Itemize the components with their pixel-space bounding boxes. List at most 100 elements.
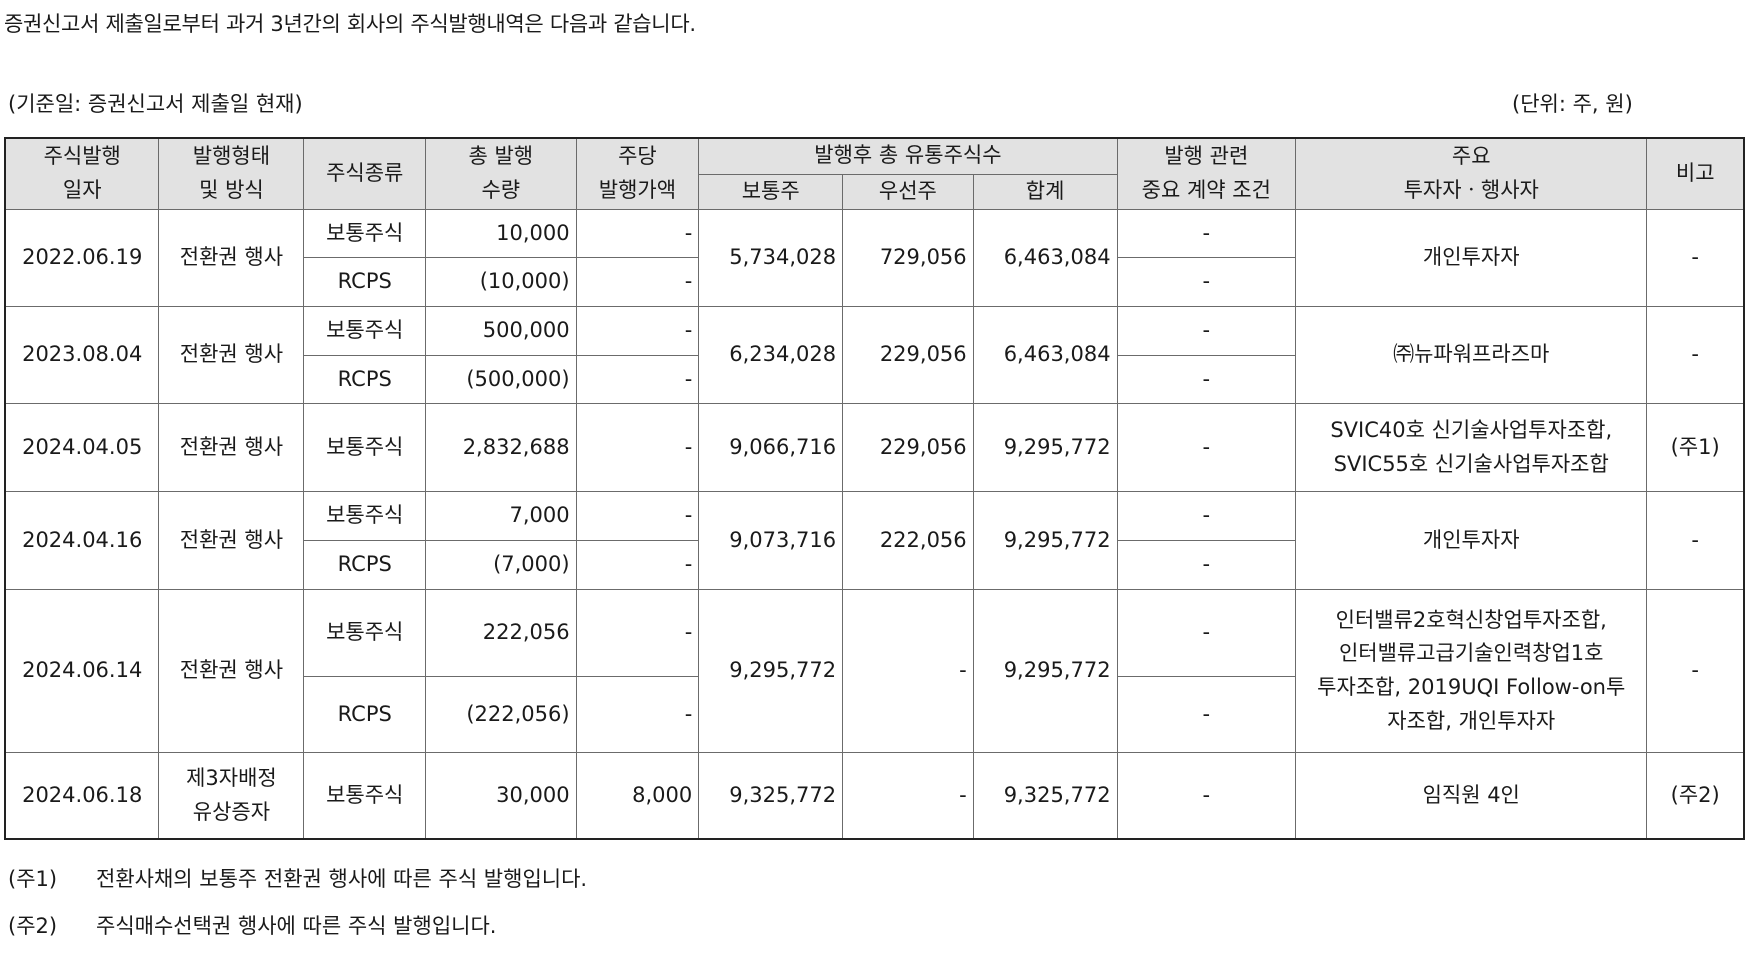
cell-line: 인터밸류2호혁신창업투자조합, [1335, 607, 1607, 632]
issue-quantity: 10,000 [425, 208, 577, 259]
header-form: 발행형태 및 방식 [158, 137, 305, 210]
issue-date: 2024.06.14 [4, 588, 160, 754]
issue-price: 8,000 [575, 752, 700, 840]
issue-quantity: 500,000 [425, 305, 577, 356]
issue-quantity: (222,056) [425, 675, 577, 754]
stock-issuance-table: 주식발행 일자 발행형태 및 방식 주식종류 총 발행 수량 주당 발행가액 발행후 총… [4, 137, 1745, 840]
table-header: 주식발행 일자 발행형태 및 방식 주식종류 총 발행 수량 주당 발행가액 발행후 총… [4, 137, 1745, 210]
stock-type: 보통주식 [303, 588, 426, 677]
stock-type: 보통주식 [303, 491, 426, 541]
total-shares: 9,295,772 [972, 403, 1118, 493]
issue-form: 전환권 행사 [158, 403, 305, 493]
cell-line: ㈜뉴파워프라즈마 [1393, 342, 1550, 367]
issue-quantity: 7,000 [425, 491, 577, 541]
footnote-2: (주2) 주식매수선택권 행사에 따른 주식 발행입니다. [8, 910, 496, 940]
issue-price: - [575, 257, 700, 307]
cell-line: 전환권 행사 [179, 244, 284, 269]
remark: - [1646, 588, 1745, 754]
preferred-shares: - [842, 752, 974, 840]
total-shares: 9,325,772 [972, 752, 1118, 840]
stock-type: 보통주식 [303, 208, 426, 259]
cell-line: 개인투자자 [1422, 527, 1520, 552]
contract-terms: - [1116, 208, 1297, 259]
table-row: 2024.06.14 전환권 행사 보통주식 222,056-9,295,772-9,… [4, 588, 1745, 754]
remark: - [1646, 491, 1745, 590]
cell-line: SVIC40호 신기술사업투자조합, [1330, 418, 1613, 443]
remark: (주1) [1646, 403, 1745, 493]
footnote-mark: (주2) [8, 914, 58, 938]
header-investors: 주요 투자자ㆍ행사자 [1295, 137, 1648, 210]
cell-line: 임직원 4인 [1422, 782, 1520, 807]
cell-line: 전환권 행사 [179, 527, 284, 552]
intro-text: 증권신고서 제출일로부터 과거 3년간의 회사의 주식발행내역은 다음과 같습니… [4, 12, 696, 36]
common-shares: 9,066,716 [698, 403, 844, 493]
header-common: 보통주 [698, 173, 844, 210]
issue-price: - [575, 305, 700, 356]
table-row: 2022.06.19 전환권 행사 보통주식 10,000-5,734,028 729,… [4, 208, 1745, 307]
header-date: 주식발행 일자 [4, 137, 160, 210]
investors: ㈜뉴파워프라즈마 [1295, 305, 1648, 405]
issue-date: 2024.04.05 [4, 403, 160, 493]
issue-quantity: 2,832,688 [425, 403, 577, 493]
preferred-shares: 229,056 [842, 305, 974, 405]
issue-price: - [575, 403, 700, 493]
common-shares: 6,234,028 [698, 305, 844, 405]
cell-line: 전환권 행사 [179, 342, 284, 367]
footnote-mark: (주1) [8, 867, 58, 891]
issue-form: 전환권 행사 [158, 491, 305, 590]
table-row: 2023.08.04 전환권 행사 보통주식 500,000-6,234,028 229… [4, 305, 1745, 405]
cell-line: 개인투자자 [1422, 244, 1520, 269]
stock-type: RCPS [303, 354, 426, 405]
common-shares: 5,734,028 [698, 208, 844, 307]
issue-form: 전환권 행사 [158, 208, 305, 307]
preferred-shares: 222,056 [842, 491, 974, 590]
issue-price: - [575, 675, 700, 754]
preferred-shares: 729,056 [842, 208, 974, 307]
header-stock-type: 주식종류 [303, 137, 426, 210]
preferred-shares: - [842, 588, 974, 754]
issue-date: 2022.06.19 [4, 208, 160, 307]
common-shares: 9,325,772 [698, 752, 844, 840]
remark: - [1646, 208, 1745, 307]
header-preferred: 우선주 [842, 173, 974, 210]
contract-terms: - [1116, 540, 1297, 590]
table-row: 2024.04.16 전환권 행사 보통주식 7,000-9,073,716 222,0… [4, 491, 1745, 590]
total-shares: 9,295,772 [972, 588, 1118, 754]
contract-terms: - [1116, 491, 1297, 541]
issue-quantity: (7,000) [425, 540, 577, 590]
table-row: RCPS (10,000) - - [5, 257, 1744, 307]
header-contract: 발행 관련 중요 계약 조건 [1116, 137, 1297, 210]
contract-terms: - [1116, 257, 1297, 307]
issue-price: - [575, 588, 700, 677]
footnote-text: 주식매수선택권 행사에 따른 주식 발행입니다. [96, 914, 497, 938]
cell-line: 전환권 행사 [179, 434, 284, 459]
stock-type: RCPS [303, 257, 426, 307]
contract-terms: - [1116, 675, 1297, 754]
issue-quantity: 30,000 [425, 752, 577, 840]
cell-line: SVIC55호 신기술사업투자조합 [1333, 451, 1609, 476]
total-shares: 6,463,084 [972, 305, 1118, 405]
issue-date: 2024.04.16 [4, 491, 160, 590]
remark: (주2) [1646, 752, 1745, 840]
issue-date: 2023.08.04 [4, 305, 160, 405]
header-after-total: 발행후 총 유통주식수 [698, 137, 1118, 175]
cell-line: 인터밸류고급기술인력창업1호 [1338, 641, 1604, 666]
investors: SVIC40호 신기술사업투자조합, SVIC55호 신기술사업투자조합 [1295, 403, 1648, 493]
investors: 개인투자자 [1295, 208, 1648, 307]
stock-type: RCPS [303, 540, 426, 590]
issue-form: 전환권 행사 [158, 305, 305, 405]
issue-quantity: 222,056 [425, 588, 577, 677]
stock-type: 보통주식 [303, 752, 426, 840]
header-sum: 합계 [972, 173, 1118, 210]
cell-line: 투자조합, 2019UQI Follow-on투 [1317, 675, 1626, 700]
stock-type: RCPS [303, 675, 426, 754]
contract-terms: - [1116, 305, 1297, 356]
header-quantity: 총 발행 수량 [425, 137, 577, 210]
table-row: RCPS (7,000) - - [5, 540, 1744, 590]
issue-price: - [575, 540, 700, 590]
basis-date-label: (기준일: 증권신고서 제출일 현재) [8, 92, 303, 116]
table-row: RCPS (500,000) - - [5, 354, 1744, 405]
issue-price: - [575, 354, 700, 405]
total-shares: 9,295,772 [972, 491, 1118, 590]
